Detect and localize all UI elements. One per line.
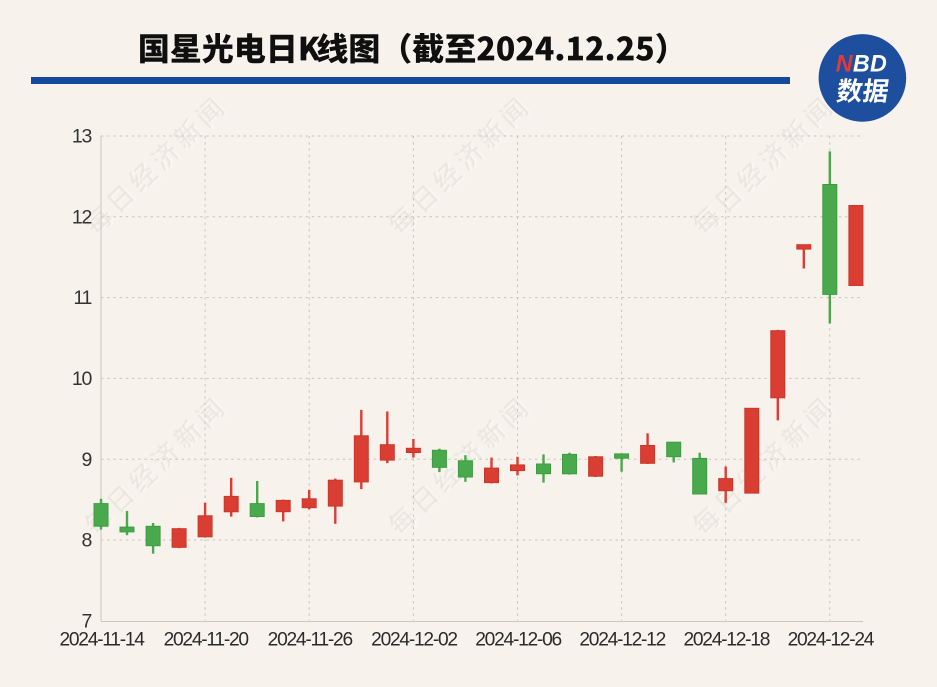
svg-text:11: 11 (73, 287, 91, 309)
svg-text:9: 9 (81, 449, 91, 471)
svg-text:2024-12-02: 2024-12-02 (371, 629, 457, 650)
svg-text:2024-12-06: 2024-12-06 (475, 629, 561, 650)
svg-text:2024-12-24: 2024-12-24 (788, 629, 875, 650)
svg-text:12: 12 (72, 206, 92, 228)
svg-text:2024-11-14: 2024-11-14 (59, 629, 145, 650)
svg-text:13: 13 (72, 126, 92, 148)
svg-text:7: 7 (81, 610, 91, 632)
svg-text:2024-12-18: 2024-12-18 (683, 629, 769, 650)
svg-text:2024-12-12: 2024-12-12 (579, 629, 665, 650)
svg-text:NBD: NBD (836, 50, 887, 78)
svg-text:2024-11-26: 2024-11-26 (268, 629, 353, 650)
svg-text:2024-11-20: 2024-11-20 (164, 629, 249, 650)
svg-text:10: 10 (72, 368, 93, 390)
svg-text:8: 8 (81, 530, 91, 552)
